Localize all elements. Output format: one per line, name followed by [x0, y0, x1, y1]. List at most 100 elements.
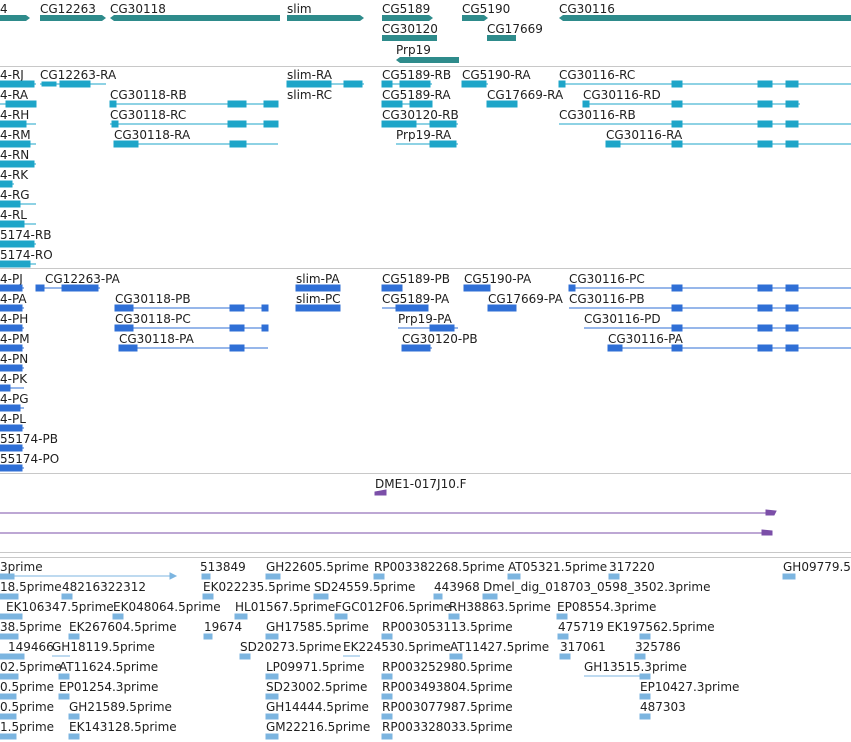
- est-label[interactable]: 487303: [640, 700, 686, 714]
- gene-label[interactable]: CG12263: [40, 2, 96, 16]
- transcript-label[interactable]: CG17669-RA: [487, 88, 564, 102]
- protein-label[interactable]: 4-PG: [0, 392, 29, 406]
- est-label[interactable]: LP09971.5prime: [266, 660, 365, 674]
- est-label[interactable]: SD23002.5prime: [266, 680, 368, 694]
- clone-label[interactable]: DME1-017J10.F: [375, 477, 467, 491]
- est-label[interactable]: EP10427.3prime: [640, 680, 740, 694]
- protein-label[interactable]: CG5190-PA: [464, 272, 532, 286]
- est-label[interactable]: GH17585.5prime: [266, 620, 369, 634]
- protein-label[interactable]: slim-PA: [296, 272, 340, 286]
- est-label[interactable]: EP01254.3prime: [59, 680, 159, 694]
- est-label[interactable]: RP003382268.5prime: [374, 560, 505, 574]
- transcript-label[interactable]: CG30116-RC: [559, 68, 636, 82]
- est-label[interactable]: 0.5prime: [0, 700, 55, 714]
- protein-label[interactable]: CG30118-PA: [119, 332, 194, 346]
- protein-label[interactable]: 4-PN: [0, 352, 29, 366]
- est-label[interactable]: GH13515.3prime: [584, 660, 687, 674]
- transcript-label[interactable]: slim-RA: [287, 68, 332, 82]
- transcript-label[interactable]: 4-RL: [0, 208, 27, 222]
- transcript-label[interactable]: Prp19-RA: [396, 128, 452, 142]
- gene-label[interactable]: CG30116: [559, 2, 615, 16]
- est-label[interactable]: EK197562.5prime: [607, 620, 715, 634]
- est-label[interactable]: 18.5prime: [0, 580, 62, 594]
- protein-label[interactable]: 55174-PO: [0, 452, 60, 466]
- protein-label[interactable]: CG5189-PA: [382, 292, 450, 306]
- protein-label[interactable]: 55174-PB: [0, 432, 58, 446]
- protein-label[interactable]: CG30116-PB: [569, 292, 645, 306]
- transcript-label[interactable]: slim-RC: [287, 88, 333, 102]
- transcript-label[interactable]: CG30118-RA: [114, 128, 191, 142]
- protein-label[interactable]: CG30118-PB: [115, 292, 191, 306]
- est-label[interactable]: RP003077987.5prime: [382, 700, 513, 714]
- protein-label[interactable]: CG30120-PB: [402, 332, 478, 346]
- transcript-label[interactable]: CG12263-RA: [40, 68, 117, 82]
- transcript-label[interactable]: 4-RA: [0, 88, 29, 102]
- est-label[interactable]: EK022235.5prime: [203, 580, 311, 594]
- gene-label[interactable]: Prp19: [396, 43, 431, 57]
- transcript-label[interactable]: CG5189-RA: [382, 88, 451, 102]
- transcript-label[interactable]: CG30116-RD: [583, 88, 661, 102]
- transcript-label[interactable]: CG5189-RB: [382, 68, 452, 82]
- est-label[interactable]: EK106347.5prime: [6, 600, 114, 614]
- est-label[interactable]: 149466: [8, 640, 54, 654]
- est-label[interactable]: 1.5prime: [0, 720, 55, 734]
- est-label[interactable]: FGC012F06.5prime: [335, 600, 452, 614]
- est-label[interactable]: GM22216.5prime: [266, 720, 371, 734]
- est-label[interactable]: 19674: [204, 620, 243, 634]
- gene-label[interactable]: CG17669: [487, 22, 543, 36]
- transcript-glyphs[interactable]: [0, 0, 851, 268]
- est-label[interactable]: 38.5prime: [0, 620, 62, 634]
- protein-label[interactable]: CG5189-PB: [382, 272, 451, 286]
- gene-label[interactable]: CG30118: [110, 2, 166, 16]
- est-label[interactable]: 513849: [200, 560, 246, 574]
- transcript-label[interactable]: 4-RK: [0, 168, 29, 182]
- transcript-label[interactable]: CG30116-RA: [606, 128, 683, 142]
- transcript-label[interactable]: CG30118-RB: [110, 88, 187, 102]
- transcript-label[interactable]: CG30116-RB: [559, 108, 636, 122]
- transcript-label[interactable]: CG30118-RC: [110, 108, 187, 122]
- est-label[interactable]: 317061: [560, 640, 606, 654]
- gene-label[interactable]: 4: [0, 2, 8, 16]
- est-label[interactable]: RP003493804.5prime: [382, 680, 513, 694]
- transcript-label[interactable]: 4-RN: [0, 148, 30, 162]
- transcript-label[interactable]: 5174-RO: [0, 248, 53, 262]
- protein-label[interactable]: 4-PA: [0, 292, 27, 306]
- est-label[interactable]: 317220: [609, 560, 655, 574]
- transcript-label[interactable]: 5174-RB: [0, 228, 52, 242]
- transcript-label[interactable]: 4-RM: [0, 128, 31, 142]
- est-label[interactable]: RP003053113.5prime: [382, 620, 513, 634]
- est-label[interactable]: EK143128.5prime: [69, 720, 177, 734]
- est-label[interactable]: 48216322312: [62, 580, 146, 594]
- clone-glyphs[interactable]: [0, 0, 851, 552]
- protein-label[interactable]: 4-PK: [0, 372, 28, 386]
- protein-label[interactable]: CG30116-PD: [584, 312, 661, 326]
- est-label[interactable]: 325786: [635, 640, 681, 654]
- est-label[interactable]: EP08554.3prime: [557, 600, 657, 614]
- est-label[interactable]: EK224530.5prime: [343, 640, 451, 654]
- est-label[interactable]: AT11624.5prime: [59, 660, 159, 674]
- protein-label[interactable]: CG30116-PA: [608, 332, 683, 346]
- est-label[interactable]: RH38863.5prime: [449, 600, 551, 614]
- est-label[interactable]: 3prime: [0, 560, 43, 574]
- transcript-label[interactable]: CG30120-RB: [382, 108, 459, 122]
- est-label[interactable]: SD24559.5prime: [314, 580, 416, 594]
- est-label[interactable]: AT11427.5prime: [450, 640, 550, 654]
- gene-glyphs[interactable]: [0, 0, 851, 66]
- est-label[interactable]: 0.5prime: [0, 680, 55, 694]
- gene-label[interactable]: slim: [287, 2, 312, 16]
- est-label[interactable]: EK048064.5prime: [113, 600, 221, 614]
- transcript-label[interactable]: 4-RJ: [0, 68, 24, 82]
- est-label[interactable]: 443968: [434, 580, 480, 594]
- protein-label[interactable]: CG30118-PC: [115, 312, 191, 326]
- protein-label[interactable]: CG12263-PA: [45, 272, 120, 286]
- est-label[interactable]: 02.5prime: [0, 660, 62, 674]
- protein-label[interactable]: CG17669-PA: [488, 292, 563, 306]
- est-label[interactable]: GH14444.5prime: [266, 700, 369, 714]
- protein-glyphs[interactable]: [0, 0, 851, 473]
- est-label[interactable]: AT05321.5prime: [508, 560, 608, 574]
- est-label[interactable]: EK267604.5prime: [69, 620, 177, 634]
- est-label[interactable]: SD20273.5prime: [240, 640, 342, 654]
- protein-label[interactable]: Prp19-PA: [398, 312, 452, 326]
- est-label[interactable]: RP003328033.5prime: [382, 720, 513, 734]
